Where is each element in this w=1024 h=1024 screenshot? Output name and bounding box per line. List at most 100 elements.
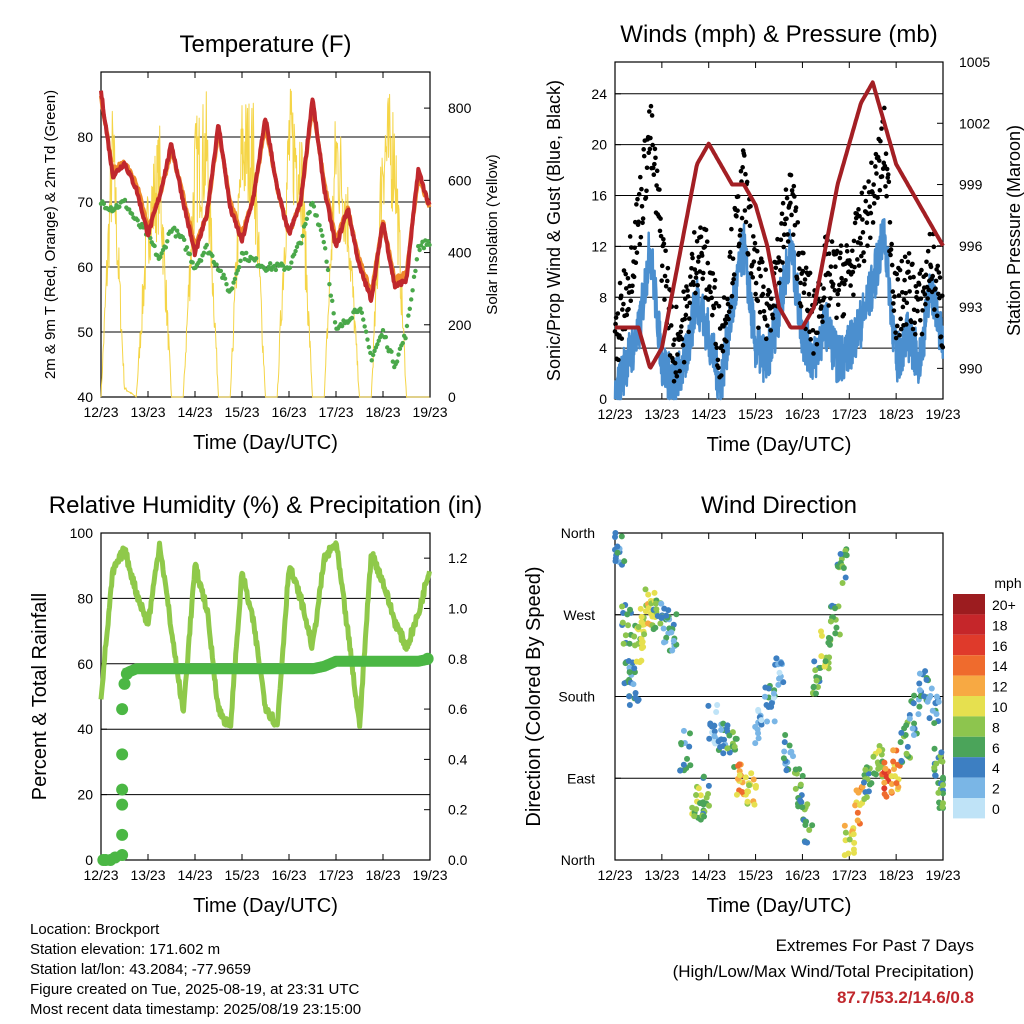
temp-series-dewpoint-point	[266, 264, 271, 270]
direction-point	[620, 640, 627, 647]
direction-point	[754, 726, 761, 733]
temp-series-dewpoint-point	[358, 306, 363, 311]
legend-label: 18	[992, 617, 1008, 633]
direction-point	[711, 733, 718, 740]
temp-series-dewpoint-point	[122, 197, 128, 203]
direction-point	[931, 764, 938, 771]
direction-point	[680, 761, 687, 768]
winds-series-gust-point	[724, 339, 729, 344]
direction-point	[834, 563, 841, 570]
winds-series-gust-point	[871, 182, 876, 187]
humidity-ytick-label: 20	[77, 787, 93, 803]
winds-series-gust-point	[735, 208, 740, 213]
winds-series-gust-point	[833, 264, 838, 270]
direction-point	[652, 624, 659, 631]
direction-point	[923, 676, 930, 683]
winds-series-gust-point	[888, 252, 893, 258]
winds-series-gust-point	[900, 304, 906, 310]
temp-series-dewpoint-point	[204, 242, 209, 248]
direction-point	[801, 839, 808, 846]
winds-series-gust-point	[627, 234, 633, 239]
direction-point	[660, 625, 667, 632]
temp-series-dewpoint-point	[413, 268, 418, 274]
winds-series-gust-point	[715, 357, 721, 363]
winds-series-gust-point	[918, 317, 923, 323]
extremes-values: 87.7/53.2/14.6/0.8	[836, 988, 974, 1007]
direction-point	[742, 774, 749, 781]
direction-xtick-label: 12/23	[597, 867, 632, 883]
winds-ylabel: Sonic/Prop Wind & Gust (Blue, Black)	[544, 80, 564, 381]
humidity-ylabel: Percent & Total Rainfall	[29, 593, 51, 801]
winds-series-gust-point	[802, 281, 807, 287]
temp-ytick-label: 80	[77, 129, 93, 145]
temp-series-dewpoint-point	[318, 227, 324, 233]
direction-point	[626, 640, 633, 647]
temp-series-dewpoint-point	[293, 248, 298, 254]
winds-series-gust-point	[873, 164, 878, 169]
direction-point	[782, 731, 789, 738]
temp-series-dewpoint-point	[165, 239, 170, 244]
winds-series-gust-point	[890, 289, 896, 294]
humidity-series-rain-point	[118, 677, 131, 690]
direction-point	[836, 631, 843, 638]
winds-series-gust-point	[735, 194, 741, 199]
winds-series-gust-point	[781, 244, 786, 250]
temp-series-dewpoint-point	[409, 297, 414, 302]
winds-series-gust-point	[785, 232, 790, 237]
winds-series-gust-point	[902, 254, 908, 260]
direction-point	[881, 785, 888, 792]
legend-swatch	[953, 777, 985, 798]
humidity-series-rain-point	[116, 783, 129, 796]
winds-series-gust-point	[844, 243, 849, 248]
humidity-ytick-label: 40	[77, 721, 93, 737]
winds-series-gust-point	[689, 251, 695, 257]
temp-series-dewpoint-point	[311, 204, 317, 209]
winds-xtick-label: 14/23	[691, 406, 726, 422]
temp-series-dewpoint-point	[328, 293, 334, 298]
direction-point	[811, 658, 818, 665]
winds-series-gust-point	[919, 331, 925, 337]
temp-series-dewpoint-point	[273, 267, 279, 273]
winds-series-gust-point	[698, 225, 703, 230]
winds-series-gust-point	[936, 270, 942, 275]
winds-series-gust-point	[710, 271, 716, 276]
temp-series-dewpoint-point	[332, 320, 338, 325]
direction-point	[931, 720, 938, 727]
humidity-xtick-label: 16/23	[271, 867, 306, 883]
winds-series-gust-point	[649, 113, 655, 118]
direction-point	[633, 658, 640, 665]
winds-series-gust-point	[781, 232, 787, 238]
elevation-text: Station elevation: 171.602 m	[30, 941, 221, 958]
winds-series-gust-point	[776, 255, 781, 260]
direction-point	[625, 622, 632, 629]
winds-series-gust-point	[864, 220, 870, 226]
humidity-ytick-label: 100	[70, 525, 94, 541]
winds-series-gust-point	[709, 295, 715, 301]
winds-series-gust-point	[848, 283, 853, 288]
direction-point	[883, 773, 890, 780]
winds-series-gust-point	[700, 276, 706, 282]
winds-series-pressure	[613, 80, 945, 370]
winds-series-gust-point	[675, 352, 680, 357]
temp-xtick-label: 12/23	[83, 404, 118, 420]
temp-series-dewpoint-point	[383, 334, 389, 340]
winds-series-gust-point	[851, 238, 857, 244]
winds-xtick-label: 15/23	[738, 406, 773, 422]
direction-point	[686, 743, 693, 750]
winds-series-gust-point	[860, 230, 866, 235]
legend-swatch	[953, 634, 985, 656]
winds-series-gust-point	[778, 267, 783, 273]
temp-title: Temperature (F)	[179, 31, 351, 58]
winds-series-gust-point	[723, 320, 729, 326]
winds-series-gust-point	[857, 235, 863, 241]
temp-series-dewpoint-point	[218, 268, 224, 274]
temp-series-dewpoint-point	[198, 258, 204, 263]
legend-swatch	[953, 655, 985, 676]
winds-series-gust-point	[889, 262, 895, 268]
direction-point	[870, 753, 877, 760]
winds-series-gust-point	[892, 294, 897, 299]
direction-point	[715, 738, 722, 745]
winds-series-gust-point	[797, 266, 802, 271]
temp-series-dewpoint-point	[244, 250, 249, 256]
